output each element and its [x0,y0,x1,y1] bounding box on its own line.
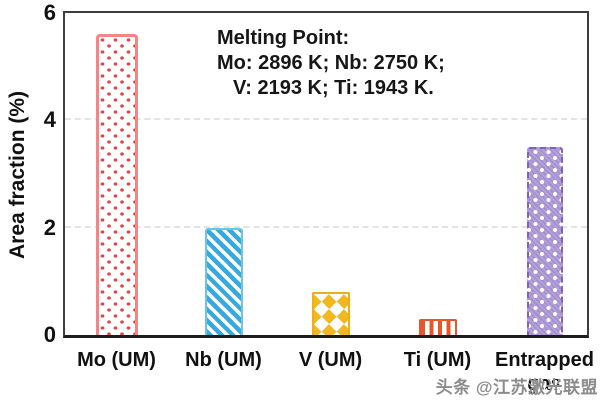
v-bar [311,292,350,335]
y-tick-label-4: 4 [43,107,56,133]
annotation-line-1: Melting Point: [217,27,350,49]
melting-point-annotation: Melting Point: Mo: 2896 K; Nb: 2750 K; V… [217,26,445,101]
nb-bar [204,228,243,335]
annotation-line-2: Mo: 2896 K; Nb: 2750 K; [217,52,445,74]
gridline-y-4 [65,118,587,121]
y-axis-title: Area fraction (%) [6,90,29,260]
mo-bar [95,34,138,335]
y-tick-label-6: 6 [43,0,56,25]
gridline-y-2 [65,225,587,228]
ti-bar [418,319,457,335]
x-category-label-5: Entrapped gas [495,349,594,395]
annotation-line-3: V: 2193 K; Ti: 1943 K. [233,77,434,99]
x-category-label-1: Mo (UM) [77,349,156,371]
y-tick-label-2: 2 [43,214,56,240]
plot-inner [65,13,587,335]
x-category-label-3: V (UM) [298,349,363,371]
watermark-text: 头条 @江苏激光联盟 [435,378,598,397]
plot-area [63,11,589,338]
entrapped-gas-bar [526,147,563,335]
x-category-label-2: Nb (UM) [185,349,262,371]
y-tick-label-0: 0 [43,322,56,347]
x-category-label-4: Ti (UM) [403,349,472,371]
